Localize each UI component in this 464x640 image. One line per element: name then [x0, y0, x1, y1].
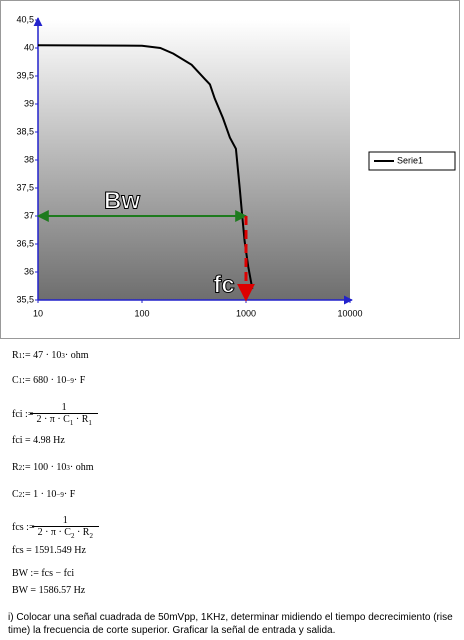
y-tick-label: 39	[24, 98, 34, 108]
formula-text: BW = 1586.57 Hz	[12, 585, 86, 596]
formula-text: · R	[73, 414, 89, 425]
formula-text: 1	[61, 402, 67, 413]
formula: fci = 4.98 Hz	[12, 435, 65, 446]
y-tick-label: 39,5	[16, 70, 34, 80]
formula-text: 1	[62, 515, 68, 526]
y-tick-label: 38	[24, 154, 34, 164]
formula: BW := fcs − fci	[12, 568, 74, 579]
formula-text: := 47 · 10	[22, 350, 62, 361]
subscript: 1	[69, 419, 74, 427]
subscript: 1	[88, 419, 92, 427]
formula-text: · ohm	[64, 350, 89, 361]
x-tick-label: 10	[33, 308, 43, 318]
subscript: 1	[18, 376, 23, 385]
formula: fcs = 1591.549 Hz	[12, 545, 86, 556]
formula-text: fcs = 1591.549 Hz	[12, 545, 86, 556]
x-tick-label: 1000	[236, 308, 256, 318]
superscript: 3	[61, 351, 65, 360]
formula-text: · R	[74, 527, 90, 538]
x-tick-label: 100	[134, 308, 149, 318]
paragraph: i) Colocar una señal cuadrada de 50mVpp,…	[8, 612, 453, 636]
series-line	[37, 44, 254, 289]
denominator: 2 · π · C1 · R1	[33, 414, 94, 427]
formula-text: := 1 · 10	[22, 489, 57, 500]
formula-text: fcs :=	[12, 522, 35, 533]
subscript: 2	[18, 490, 23, 499]
y-tick-label: 40	[24, 42, 34, 52]
y-tick-label: 36,5	[16, 238, 34, 248]
formula-text: C	[12, 489, 19, 500]
formula-text: 2 · π · C	[36, 414, 70, 425]
subscript: 1	[18, 351, 23, 360]
superscript: −9	[56, 490, 64, 499]
formula-text: R	[12, 462, 19, 473]
y-tick-label: 36	[24, 266, 34, 276]
chart: 35,5 36 36,5 37 37,5 38 38,5 39 39,5 40 40,5 10 100 1…	[0, 0, 460, 339]
subscript: 2	[18, 463, 23, 472]
subscript: 2	[70, 532, 75, 540]
formula-text: := 680 · 10	[22, 375, 67, 386]
annotation-label: fc	[213, 271, 234, 298]
formula: BW = 1586.57 Hz	[12, 585, 85, 596]
formula-text: := 100 · 10	[22, 462, 67, 473]
denominator: 2 · π · C2 · R2	[35, 527, 96, 540]
legend-box	[368, 151, 456, 171]
numerator: 1	[31, 515, 99, 527]
formula-text: R	[12, 350, 19, 361]
plot-area	[38, 20, 350, 300]
formula-text: · ohm	[69, 462, 94, 473]
formula-text: BW := fcs − fci	[12, 568, 75, 579]
formula-text: C	[12, 375, 19, 386]
formula-text: 2 · π · C	[37, 527, 71, 538]
formula-text: fci = 4.98 Hz	[12, 435, 65, 446]
y-tick-label: 37	[24, 210, 34, 220]
y-tick-label: 35,5	[16, 294, 34, 304]
formula-text: fci :=	[12, 409, 34, 420]
superscript: 3	[66, 463, 70, 472]
annotation-label: Bw	[104, 187, 140, 214]
x-tick-label: 10000	[337, 308, 362, 318]
numerator: 1	[30, 402, 98, 414]
formula-text: · F	[73, 375, 86, 386]
superscript: −9	[66, 376, 74, 385]
subscript: 2	[89, 532, 93, 540]
y-tick-label: 37,5	[16, 182, 34, 192]
formula-text: · F	[63, 489, 76, 500]
y-tick-label: 38,5	[16, 126, 34, 136]
y-tick-label: 40,5	[16, 14, 34, 24]
legend-label: Serie1	[397, 155, 423, 165]
